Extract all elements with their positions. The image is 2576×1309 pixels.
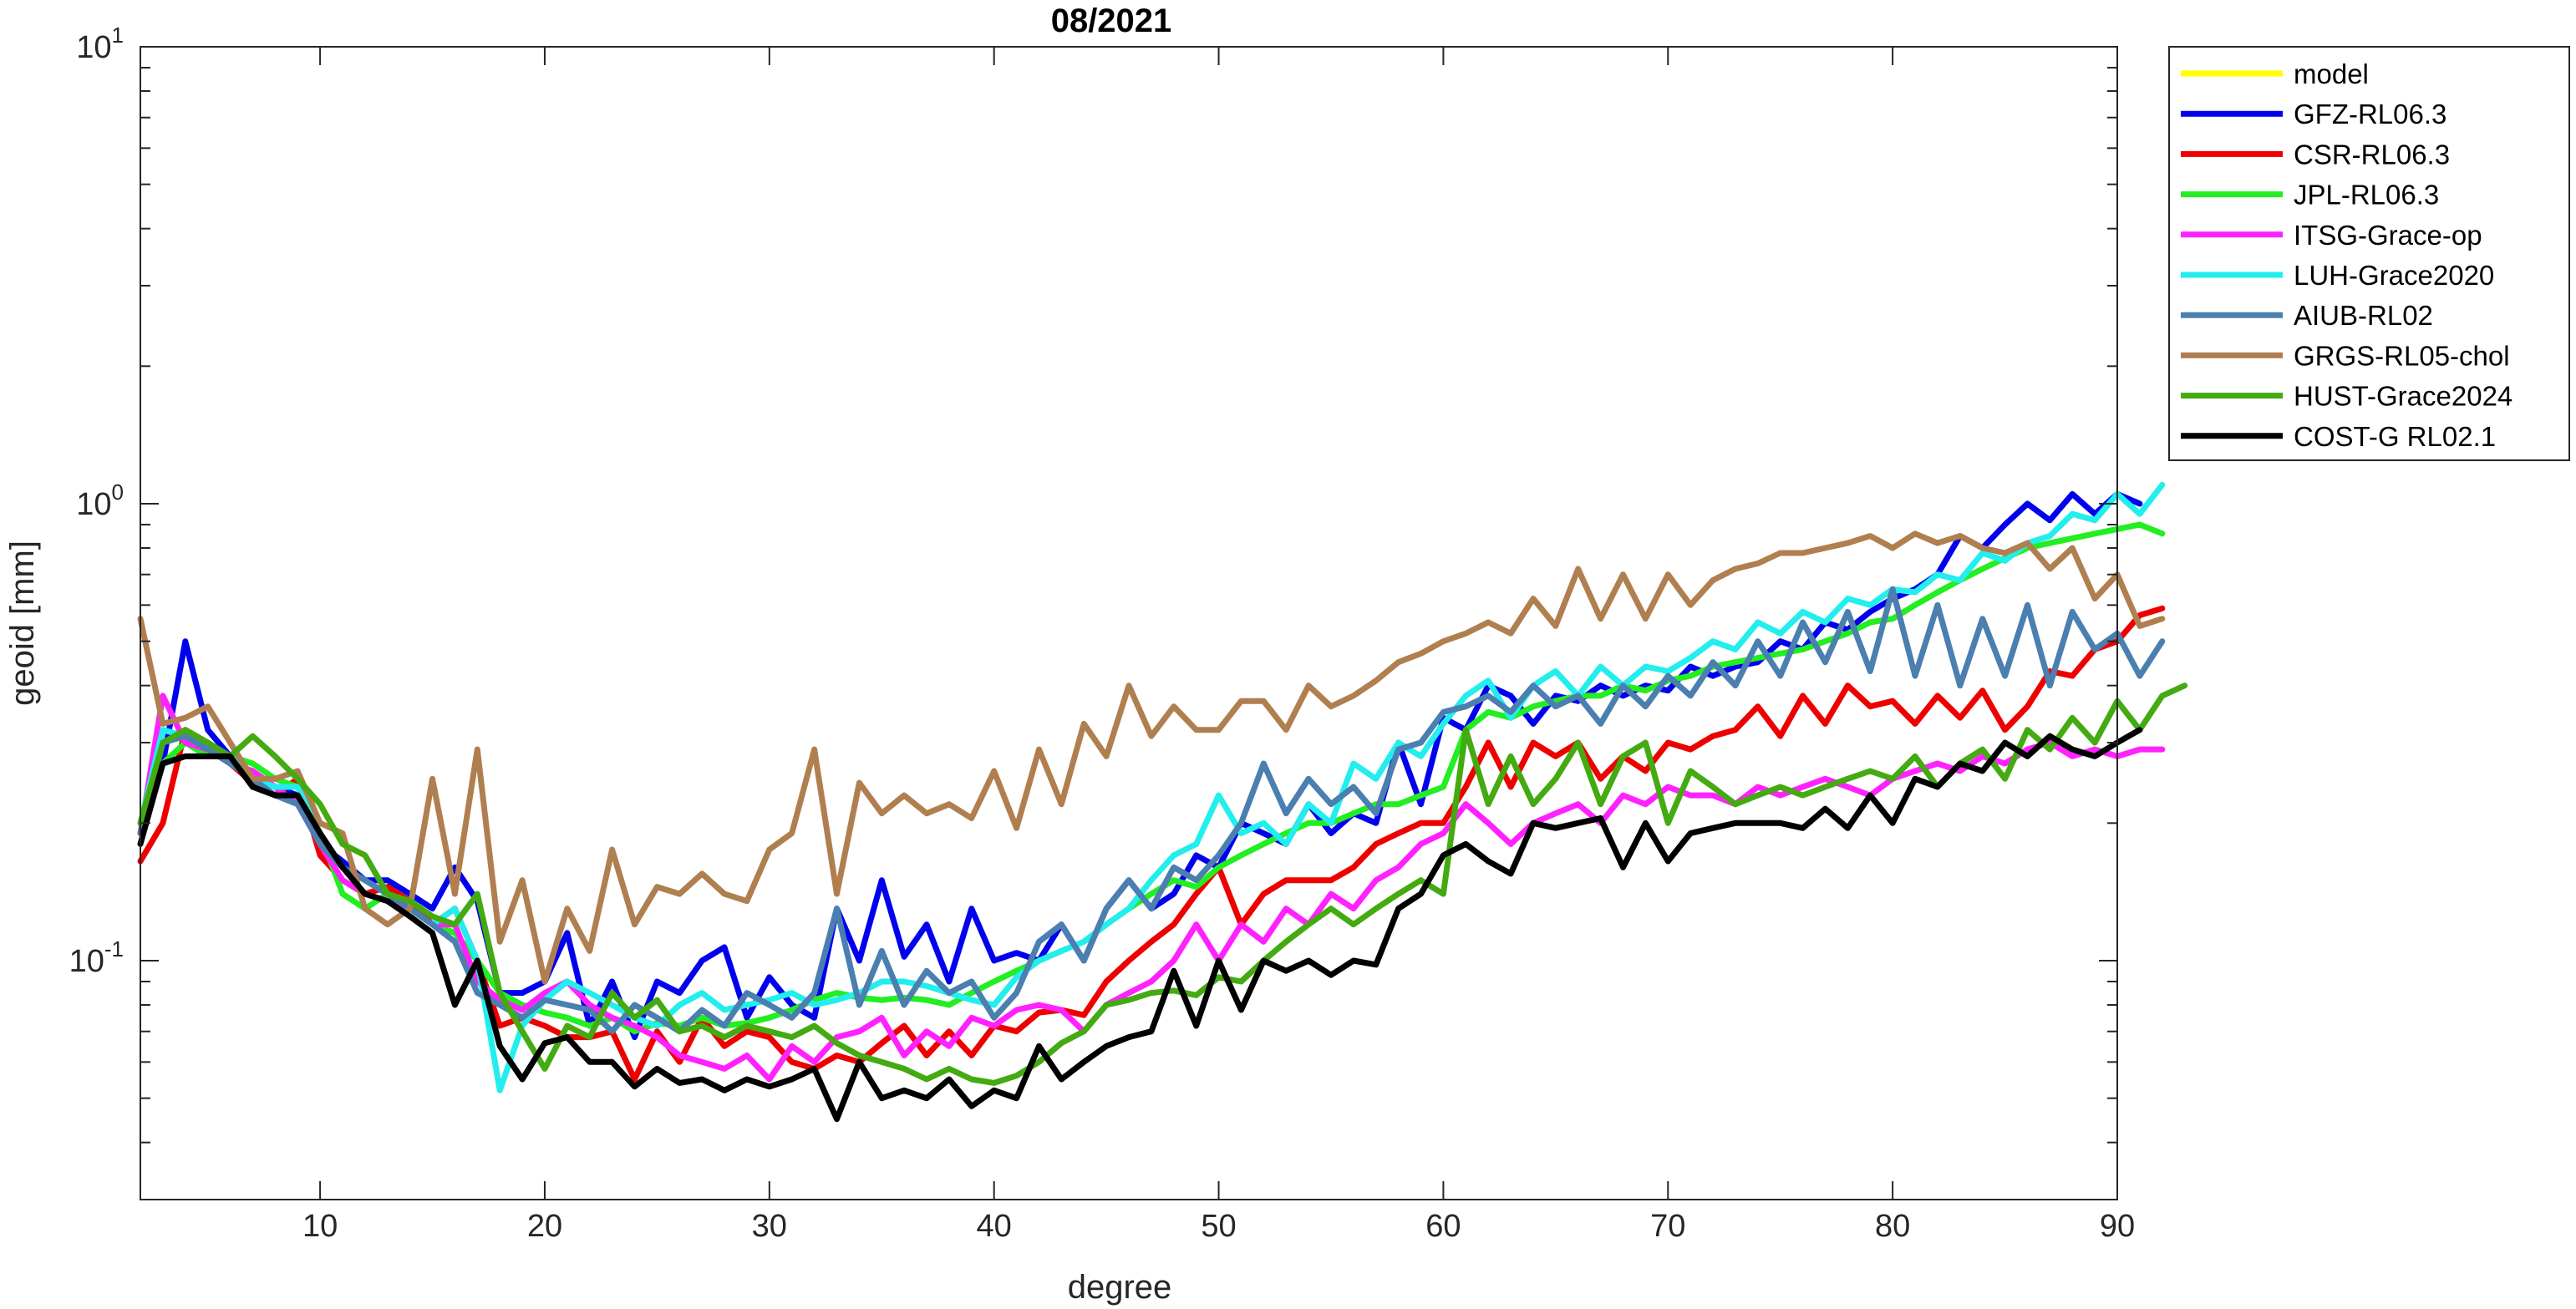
series-line-4: [137, 693, 2166, 1083]
x-axis-label: degree: [1068, 1269, 1172, 1306]
x-tick-label: 80: [1875, 1209, 1910, 1244]
legend-label: model: [2294, 58, 2369, 89]
legend-items: model GFZ-RL06.3 CSR-RL06.3 JPL-RL06.3 ITSG-…: [2181, 58, 2512, 452]
axis-layer: 10 20 30 40 50 60 70 80 90 101 100 10-1: [69, 23, 2136, 1244]
x-tick-label: 40: [977, 1209, 1012, 1244]
series-line-7: [137, 530, 2166, 985]
y-tick-label: 10-1: [69, 936, 124, 979]
legend-label: CSR-RL06.3: [2294, 139, 2450, 170]
y-tick-label: 100: [76, 479, 124, 522]
x-tick-label: 90: [2100, 1209, 2135, 1244]
legend-label: AIUB-RL02: [2294, 300, 2433, 331]
x-tick-label: 70: [1650, 1209, 1685, 1244]
legend-label: HUST-Grace2024: [2294, 381, 2512, 412]
legend-label: GRGS-RL05-chol: [2294, 340, 2510, 371]
legend-label: ITSG-Grace-op: [2294, 220, 2482, 251]
y-tick-label: 101: [76, 23, 124, 65]
series-line-8: [137, 682, 2188, 1086]
y-axis-label: geoid [mm]: [4, 540, 41, 706]
legend-label: JPL-RL06.3: [2294, 180, 2439, 211]
x-tick-label: 60: [1425, 1209, 1461, 1244]
plot-area: 10 20 30 40 50 60 70 80 90 101 100 10-1: [69, 23, 2188, 1244]
x-tick-label: 30: [752, 1209, 787, 1244]
x-tick-label: 10: [302, 1209, 338, 1244]
legend-label: GFZ-RL06.3: [2294, 99, 2446, 129]
series-layer: [137, 481, 2188, 1123]
legend: model GFZ-RL06.3 CSR-RL06.3 JPL-RL06.3 ITSG-…: [2168, 46, 2570, 461]
plot-frame: [140, 46, 2118, 1200]
x-tick-label: 20: [527, 1209, 562, 1244]
series-line-9: [137, 727, 2143, 1123]
series-line-6: [137, 586, 2166, 1035]
x-tick-label: 50: [1201, 1209, 1236, 1244]
legend-label: LUH-Grace2020: [2294, 260, 2494, 291]
legend-label: COST-G RL02.1: [2294, 421, 2496, 452]
chart-title: 08/2021: [1051, 3, 1172, 39]
